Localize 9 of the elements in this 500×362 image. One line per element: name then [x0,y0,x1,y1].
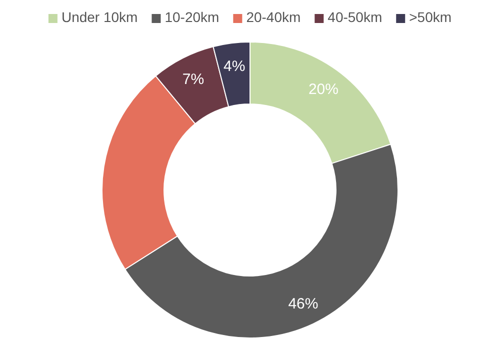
legend-label: 20-40km [246,9,301,25]
legend-label: Under 10km [61,9,138,25]
legend-label: >50km [409,9,452,25]
data-label: 7% [182,70,204,88]
legend-label: 10-20km [164,9,220,25]
data-label: 46% [288,295,318,312]
legend-label: 40-50km [328,9,382,25]
data-label: 4% [223,58,246,76]
data-label: 20% [308,81,338,98]
